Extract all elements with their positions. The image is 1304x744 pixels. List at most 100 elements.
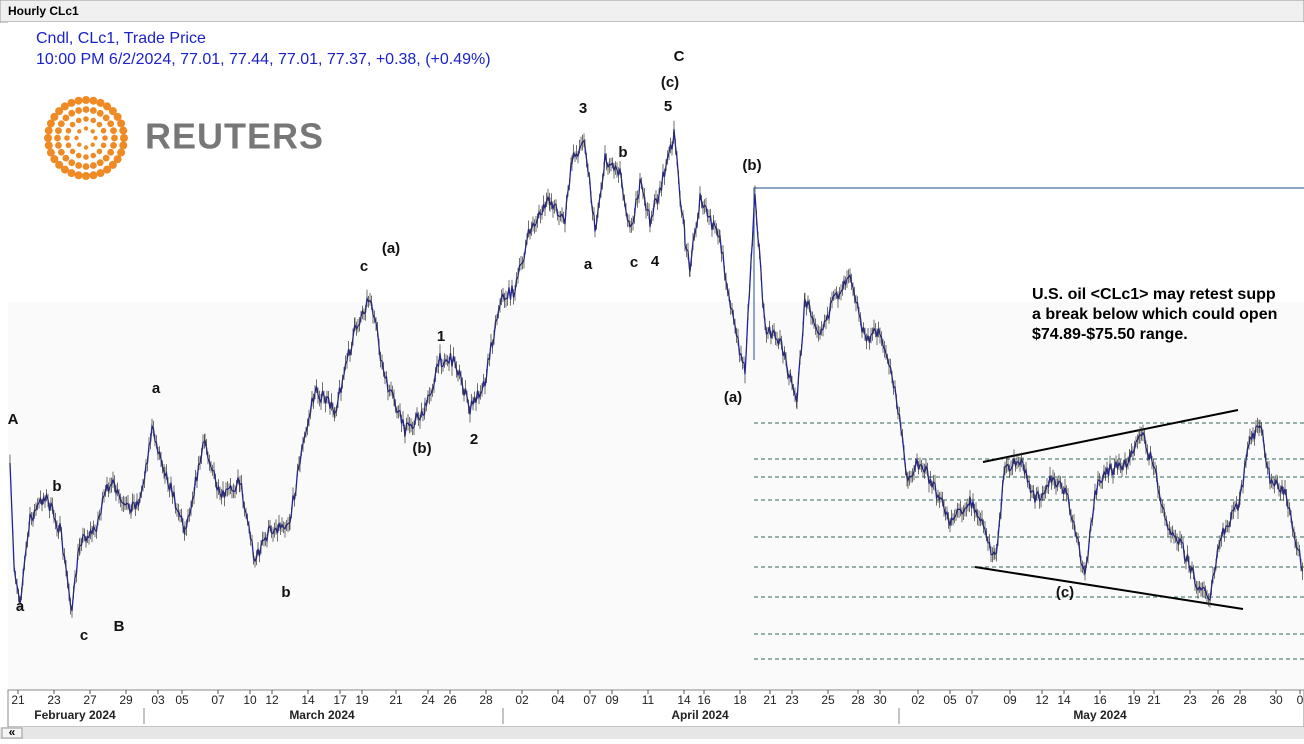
- logo-dot: [111, 134, 118, 142]
- wave-label: (c): [661, 74, 679, 91]
- day-label: 19: [355, 693, 369, 707]
- day-label: 04: [551, 693, 565, 707]
- logo-dot: [83, 154, 89, 160]
- logo-dot: [89, 96, 98, 105]
- day-label: 16: [697, 693, 711, 707]
- day-label: 29: [119, 693, 133, 707]
- month-label: April 2024: [671, 708, 729, 722]
- wave-label: B: [114, 618, 125, 635]
- logo-dot: [54, 134, 61, 142]
- logo-dot: [96, 98, 105, 107]
- logo-dot: [82, 172, 90, 180]
- logo-dot: [68, 109, 76, 117]
- logo-dot: [62, 154, 70, 162]
- wave-label: (b): [742, 157, 761, 174]
- day-label: 07: [965, 693, 979, 707]
- logo-icon: [44, 96, 128, 180]
- logo-dot: [117, 148, 126, 157]
- logo-dot: [44, 134, 52, 142]
- logo-dot: [113, 112, 122, 121]
- logo-dot: [100, 142, 107, 149]
- wave-label: C: [674, 48, 685, 65]
- logo-dot: [83, 145, 89, 150]
- logo-dot: [83, 116, 89, 122]
- logo-dot: [82, 106, 90, 113]
- day-label: 25: [821, 693, 835, 707]
- logo-dot: [113, 155, 122, 164]
- day-label: 07: [583, 693, 597, 707]
- legend-line: Cndl, CLc1, Trade Price: [36, 30, 206, 47]
- day-label: 21: [1147, 693, 1161, 707]
- logo-dot: [67, 169, 76, 178]
- logo-dot: [102, 114, 110, 122]
- logo-dot: [83, 126, 89, 131]
- day-label: 24: [421, 693, 435, 707]
- logo-dot: [107, 148, 115, 156]
- logo-dot: [60, 165, 69, 174]
- logo-dot: [103, 102, 112, 111]
- wave-label: c: [630, 254, 638, 271]
- day-label: 14: [677, 693, 691, 707]
- logo-dot: [96, 159, 104, 167]
- scroll-button-label[interactable]: «: [9, 725, 16, 739]
- x-axis-labels: 21 23 27 29 03 05 07 10 12 14 17 19 21 24 26 28 02 04 07 09…: [11, 690, 1304, 724]
- logo-dot: [69, 121, 76, 128]
- scrollbar: [0, 727, 1304, 739]
- logo-dot: [50, 155, 59, 164]
- logo-dot: [75, 107, 83, 114]
- logo-dot: [65, 127, 72, 134]
- wave-label: a: [16, 598, 25, 615]
- logo-dot: [67, 98, 76, 107]
- day-label: 12: [1035, 693, 1049, 707]
- wave-label: A: [8, 411, 19, 428]
- logo-dot: [89, 171, 98, 180]
- wave-label: 2: [470, 431, 478, 448]
- logo-dot: [96, 148, 103, 155]
- day-label: 12: [265, 693, 279, 707]
- wave-label: a: [152, 380, 161, 397]
- day-label: 27: [83, 693, 97, 707]
- day-label: 30: [873, 693, 887, 707]
- day-label: 26: [443, 693, 457, 707]
- x-axis: [7, 689, 1304, 728]
- day-label: 21: [763, 693, 777, 707]
- day-label: 0: [1297, 693, 1304, 707]
- logo-dot: [108, 160, 117, 169]
- day-label: 28: [1233, 693, 1247, 707]
- day-label: 17: [333, 693, 347, 707]
- wave-label: (c): [1056, 584, 1074, 601]
- day-label: 14: [1057, 693, 1071, 707]
- day-label: 23: [1183, 693, 1197, 707]
- scroll-button[interactable]: [1, 727, 23, 739]
- annotation: a break below which could open: [1032, 306, 1277, 323]
- wave-label: a: [584, 256, 593, 273]
- logo-dot: [55, 160, 64, 169]
- day-label: 23: [47, 693, 61, 707]
- day-label: 18: [733, 693, 747, 707]
- logo-dot: [55, 107, 64, 116]
- wave-label: (a): [724, 389, 742, 406]
- logo-dot: [46, 119, 55, 128]
- day-label: 10: [243, 693, 257, 707]
- logo-dot: [74, 96, 83, 105]
- logo-dot: [93, 135, 98, 141]
- logo-dot: [46, 148, 55, 157]
- day-label: 23: [785, 693, 799, 707]
- logo-dot: [102, 154, 110, 162]
- resistance-box: [753, 187, 1304, 360]
- trend-line: [982, 409, 1239, 463]
- wave-label: 5: [664, 98, 672, 115]
- logo-dot: [96, 121, 103, 128]
- wave-label: (a): [382, 240, 400, 257]
- logo-dot: [74, 171, 83, 180]
- logo-dot: [77, 129, 82, 134]
- wave-label: c: [80, 627, 88, 644]
- logo-dot: [55, 141, 62, 149]
- logo-dot: [90, 142, 95, 147]
- logo-dot: [82, 96, 90, 104]
- annotation: $74.89-$75.50 range.: [1032, 326, 1188, 343]
- logo-dot: [103, 165, 112, 174]
- day-label: 05: [943, 693, 957, 707]
